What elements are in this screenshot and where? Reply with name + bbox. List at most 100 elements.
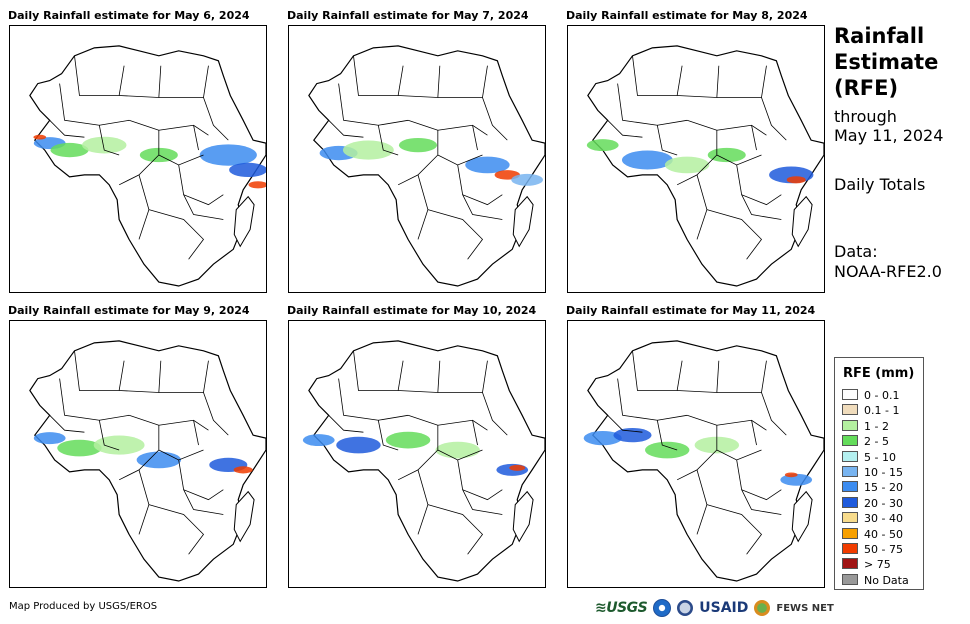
legend-swatch [842,466,858,477]
noaa-logo-icon [653,599,672,617]
island-outline [233,195,255,248]
country-border [328,120,364,138]
totals-label: Daily Totals [834,175,926,194]
country-border [338,83,409,126]
country-border [617,378,688,421]
africa-map-svg [29,340,266,582]
legend-swatch [842,389,858,400]
country-border [377,420,399,451]
country-border [338,378,409,421]
usaid-logo: USAID [699,600,749,616]
panel-title: Daily Rainfall estimate for May 11, 2024 [566,304,816,317]
map-credit: Map Produced by USGS/EROS [9,601,158,612]
data-label: Data: [834,242,878,261]
legend-label: 10 - 15 [864,466,903,479]
legend-label: > 75 [864,558,891,572]
country-border [751,420,757,446]
country-border [183,489,224,515]
panel-title: Daily Rainfall estimate for May 6, 2024 [8,9,250,22]
africa-rainfall-map [567,25,825,293]
through-date: May 11, 2024 [834,126,944,145]
island-outline [512,195,534,248]
legend-swatch [842,435,858,447]
legend-label: 0.1 - 1 [864,404,900,418]
country-border [716,65,767,98]
africa-rainfall-map [9,320,267,588]
panel-title: Daily Rainfall estimate for May 10, 2024 [287,304,537,317]
rainfall-area [786,176,806,184]
map-panel-may-7: Daily Rainfall estimate for May 7, 2024 [287,9,546,293]
legend-swatch [842,496,858,508]
rainfall-area [82,136,127,154]
legend-item: 0.1 - 1 [842,404,899,418]
africa-map-svg [583,340,824,582]
country-border [407,119,488,136]
legend-item: 30 - 40 [842,512,903,526]
country-border [427,504,484,555]
africa-rainfall-map [288,320,546,588]
legend-swatch [842,527,858,539]
country-border [193,420,199,446]
country-border [377,125,399,156]
legend-item: 50 - 75 [842,543,903,557]
legend-label: 20 - 30 [864,496,903,510]
country-border [716,130,762,166]
country-border [632,350,683,391]
map-panel-may-11: Daily Rainfall estimate for May 11, 2024 [566,304,825,588]
country-border [656,125,678,156]
legend-swatch [842,419,858,431]
legend-item: 20 - 30 [842,496,903,511]
island-outline [233,490,255,543]
country-border [462,489,503,515]
legend-item: 10 - 15 [842,466,903,480]
rainfall-area [342,140,394,160]
country-border [98,420,120,451]
country-border [178,459,224,501]
country-border [49,415,85,433]
country-border [49,120,85,138]
country-border [148,504,205,555]
country-border [736,164,782,206]
legend-item: 1 - 2 [842,419,889,434]
country-border [407,414,488,431]
legend-label: 2 - 5 [864,435,889,449]
legend-label: No Data [864,573,909,587]
country-border [437,425,483,461]
map-panel-may-6: Daily Rainfall estimate for May 6, 2024 [8,9,267,293]
country-border [183,194,224,220]
legend-label: 1 - 2 [864,419,889,433]
rainfall-area [33,432,66,445]
legend-label: 0 - 0.1 [864,389,900,402]
map-panel-may-10: Daily Rainfall estimate for May 10, 2024 [287,304,546,588]
partner-logos: ≋USGS USAID FEWS NET [595,598,834,618]
map-panel-may-9: Daily Rainfall estimate for May 9, 2024 [8,304,267,588]
rainfall-area [57,439,102,457]
country-border [353,55,404,96]
country-border [736,459,782,501]
legend-swatch [842,450,858,462]
fews-net-logo: FEWS NET [776,602,834,614]
africa-map-svg [29,45,266,287]
legend-swatch [842,481,858,493]
legend-item: 2 - 5 [842,435,889,449]
rainfall-area [586,139,619,152]
country-border [462,194,503,220]
legend-swatch [842,573,858,585]
legend-item: 5 - 10 [842,450,896,465]
fews-globe-icon [754,600,771,616]
legend-item: 0 - 0.1 [842,389,899,403]
country-border [716,360,767,393]
country-border [328,415,364,433]
panel-title: Daily Rainfall estimate for May 7, 2024 [287,9,529,22]
country-border [482,392,508,436]
island-outline [512,490,534,543]
rainfall-area [435,441,480,459]
rainfall-area [233,466,253,474]
country-border [59,378,130,421]
country-border [128,119,209,136]
product-title: Rainfall Estimate (RFE) [834,23,938,101]
africa-rainfall-map [9,25,267,293]
rainfall-area [33,134,47,140]
legend-swatch [842,512,858,524]
